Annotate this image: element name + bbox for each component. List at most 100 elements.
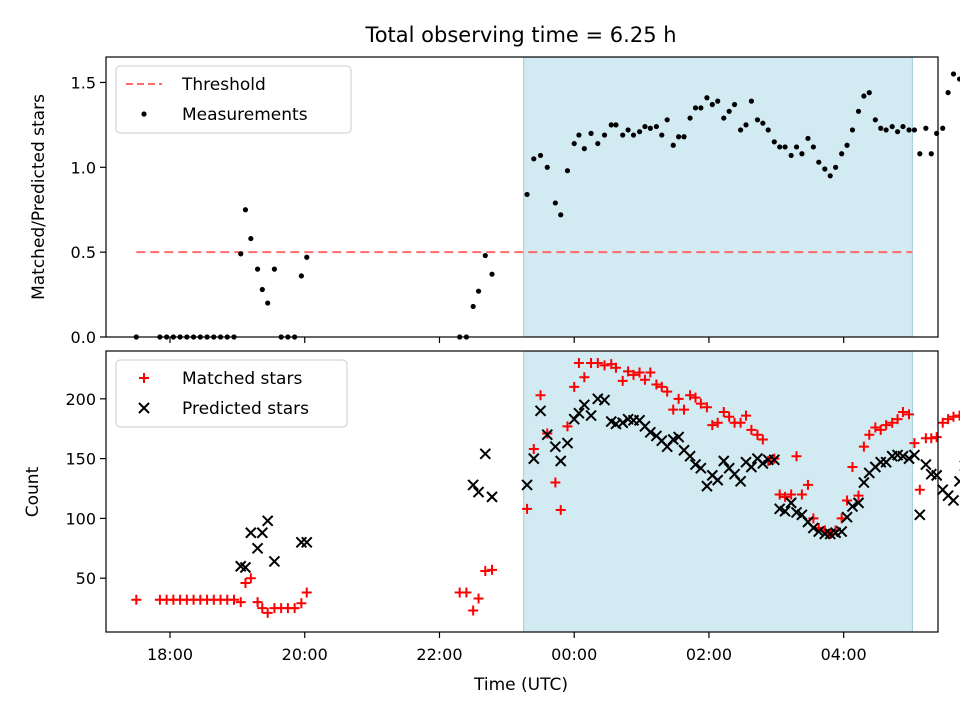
measurement-point — [833, 165, 838, 170]
measurement-point — [856, 109, 861, 114]
matched-star-point — [948, 412, 958, 422]
measurement-point — [248, 236, 253, 241]
y-tick-label: 0.5 — [71, 243, 96, 262]
measurement-point — [676, 134, 681, 139]
matched-star-point — [915, 485, 925, 495]
measurement-point — [572, 141, 577, 146]
measurement-point — [665, 117, 670, 122]
matched-star-point — [131, 595, 141, 605]
measurement-point — [794, 144, 799, 149]
measurement-point — [582, 146, 587, 151]
measurement-point — [917, 151, 922, 156]
measurement-point — [299, 273, 304, 278]
measurement-point — [721, 115, 726, 120]
x-tick-label: 22:00 — [416, 645, 462, 664]
matched-star-point — [236, 597, 246, 607]
measurement-point — [631, 132, 636, 137]
predicted-star-point — [246, 528, 256, 538]
predicted-star-point — [269, 556, 279, 566]
measurement-point — [524, 192, 529, 197]
predicted-star-point — [480, 449, 490, 459]
measurement-point — [671, 143, 676, 148]
measurement-point — [951, 71, 956, 76]
measurement-point — [620, 132, 625, 137]
measurement-point — [476, 289, 481, 294]
matched-star-point — [240, 578, 250, 588]
measurement-point — [940, 126, 945, 131]
measurement-point — [895, 129, 900, 134]
matched-star-point — [480, 566, 490, 576]
measurement-point — [545, 165, 550, 170]
top-y-axis-label: Matched/Predicted stars — [29, 94, 49, 300]
measurement-point — [576, 132, 581, 137]
measurement-point — [602, 132, 607, 137]
y-tick-label: 1.5 — [71, 73, 96, 92]
measurement-point — [873, 117, 878, 122]
measurement-point — [588, 131, 593, 136]
measurement-point — [878, 126, 883, 131]
matched-star-point — [468, 605, 478, 615]
measurement-point — [687, 115, 692, 120]
matched-star-point — [461, 588, 471, 598]
measurement-point — [471, 304, 476, 309]
matched-star-point — [253, 597, 263, 607]
measurement-point — [946, 90, 951, 95]
measurement-point — [648, 126, 653, 131]
measurement-point — [531, 156, 536, 161]
matched-star-point — [290, 603, 300, 613]
predicted-star-point — [915, 510, 925, 520]
measurement-point — [929, 151, 934, 156]
measurement-point — [265, 300, 270, 305]
measurement-point — [558, 212, 563, 217]
measurement-point — [811, 144, 816, 149]
measurement-point — [890, 124, 895, 129]
x-tick-label: 20:00 — [282, 645, 328, 664]
matched-star-point — [302, 588, 312, 598]
measurement-point — [839, 151, 844, 156]
x-tick-label: 02:00 — [686, 645, 732, 664]
measurement-point — [637, 129, 642, 134]
measurement-point — [553, 200, 558, 205]
predicted-star-point — [257, 528, 267, 538]
measurement-point — [659, 132, 664, 137]
measurement-point — [238, 251, 243, 256]
top-panel: Total observing time = 6.25 h 0.00.51.01… — [29, 23, 960, 347]
measurement-point — [642, 124, 647, 129]
measurement-point — [727, 109, 732, 114]
measurement-point — [743, 122, 748, 127]
predicted-star-point — [955, 476, 960, 486]
matched-star-point — [474, 594, 484, 604]
predicted-star-point — [302, 537, 312, 547]
measurement-point — [609, 122, 614, 127]
measurement-point — [844, 143, 849, 148]
measurement-point — [867, 90, 872, 95]
predicted-star-point — [948, 495, 958, 505]
y-tick-label: 200 — [65, 390, 96, 409]
observing-region-bottom — [524, 351, 913, 632]
measurement-point — [799, 151, 804, 156]
measurement-point — [693, 105, 698, 110]
measurement-point — [782, 144, 787, 149]
measurement-point — [755, 117, 760, 122]
measurement-point — [243, 207, 248, 212]
measurement-point — [900, 124, 905, 129]
measurement-point — [565, 168, 570, 173]
measurement-point — [715, 99, 720, 104]
matched-star-point — [296, 598, 306, 608]
x-tick-label: 00:00 — [551, 645, 597, 664]
predicted-star-point — [487, 492, 497, 502]
measurement-point — [681, 134, 686, 139]
y-tick-label: 150 — [65, 450, 96, 469]
measurement-point — [710, 102, 715, 107]
measurement-point — [822, 166, 827, 171]
measurement-point — [912, 127, 917, 132]
measurement-point — [654, 124, 659, 129]
measurement-point — [789, 153, 794, 158]
predicted-star-point — [474, 487, 484, 497]
